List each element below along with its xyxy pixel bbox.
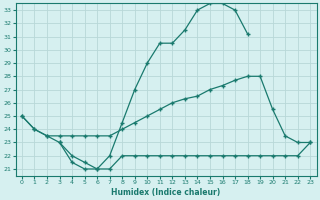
- X-axis label: Humidex (Indice chaleur): Humidex (Indice chaleur): [111, 188, 221, 197]
